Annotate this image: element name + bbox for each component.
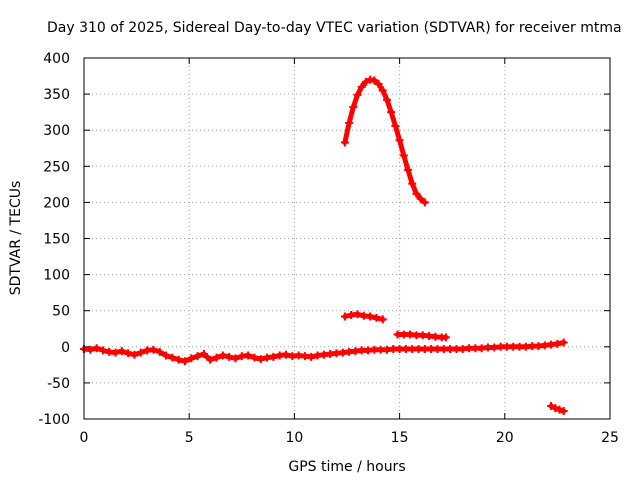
- data-point: [345, 118, 354, 127]
- data-point: [212, 353, 221, 362]
- data-point: [382, 95, 391, 104]
- axis-ticks: [83, 57, 611, 420]
- data-point: [281, 350, 290, 359]
- data-point: [193, 352, 202, 361]
- series-segment-a: [340, 310, 387, 324]
- series-segment-c: [547, 402, 568, 416]
- data-point: [130, 350, 139, 359]
- data-point: [256, 355, 265, 364]
- data-point: [111, 348, 120, 357]
- y-tick-label: -100: [38, 412, 70, 428]
- y-tick-label: 400: [43, 51, 70, 67]
- data-point: [441, 333, 450, 342]
- data-point: [366, 312, 375, 321]
- data-point: [155, 347, 164, 356]
- x-tick-label: 15: [391, 430, 409, 446]
- data-point: [199, 350, 208, 359]
- grid: [84, 58, 610, 419]
- data-point: [395, 136, 404, 145]
- y-tick-label: 300: [43, 123, 70, 139]
- data-point: [117, 347, 126, 356]
- data-point: [244, 351, 253, 360]
- data-point: [98, 346, 107, 355]
- data-point: [307, 352, 316, 361]
- data-point: [86, 345, 95, 354]
- data-point: [340, 138, 349, 147]
- data-point: [357, 82, 366, 91]
- data-point: [372, 313, 381, 322]
- data-point: [149, 345, 158, 354]
- data-point: [162, 351, 171, 360]
- data-point: [387, 108, 396, 117]
- data-point: [187, 354, 196, 363]
- data-point: [420, 198, 429, 207]
- data-point: [231, 354, 240, 363]
- y-tick-label: 50: [52, 304, 70, 320]
- y-tick-label: 200: [43, 195, 70, 211]
- series-baseline: [80, 338, 568, 366]
- x-tick-label: 25: [601, 430, 619, 446]
- data-point: [374, 79, 383, 88]
- data-point: [92, 344, 101, 353]
- y-tick-label: 0: [61, 340, 70, 356]
- data-point: [250, 353, 259, 362]
- data-point: [340, 312, 349, 321]
- x-axis-label: GPS time / hours: [288, 459, 405, 475]
- data-point: [412, 189, 421, 198]
- series-segment-b: [393, 330, 450, 342]
- data-point: [378, 315, 387, 324]
- y-tick-label: 350: [43, 87, 70, 103]
- data-point: [408, 179, 417, 188]
- data-point: [555, 405, 564, 414]
- data-point: [416, 194, 425, 203]
- x-tick-label: 20: [496, 430, 514, 446]
- data-point: [136, 348, 145, 357]
- data-point: [553, 339, 562, 348]
- data-point: [349, 103, 358, 112]
- series-arc: [340, 75, 429, 207]
- data-point: [370, 76, 379, 85]
- chart-title: Day 310 of 2025, Sidereal Day-to-day VTE…: [47, 20, 622, 36]
- data-point: [174, 355, 183, 364]
- y-axis-label: SDTVAR / TECUs: [8, 181, 24, 296]
- data-point: [551, 404, 560, 413]
- data-point: [353, 90, 362, 99]
- data-point: [378, 86, 387, 95]
- y-tick-label: 250: [43, 159, 70, 175]
- data-point: [168, 353, 177, 362]
- data-point: [559, 407, 568, 416]
- data-point: [206, 355, 215, 364]
- data-point: [547, 402, 556, 411]
- y-tick-label: -50: [47, 376, 70, 392]
- data-point: [218, 351, 227, 360]
- plot-frame: [83, 57, 611, 420]
- tick-labels: 0 5 10 15 20 25 -100 -50 0 50 100 150 200 250 300 350 40…: [38, 51, 619, 446]
- x-tick-label: 0: [80, 430, 89, 446]
- data-point: [225, 352, 234, 361]
- data-point: [361, 77, 370, 86]
- data-point: [391, 121, 400, 130]
- y-tick-label: 150: [43, 232, 70, 248]
- data-point: [180, 357, 189, 366]
- data-point: [124, 349, 133, 358]
- data-point: [269, 352, 278, 361]
- data-marks: [80, 75, 568, 416]
- data-point: [353, 310, 362, 319]
- data-point: [399, 151, 408, 160]
- x-tick-label: 5: [185, 430, 194, 446]
- data-point: [559, 338, 568, 347]
- y-tick-label: 100: [43, 268, 70, 284]
- data-point: [404, 165, 413, 174]
- x-tick-label: 10: [285, 430, 303, 446]
